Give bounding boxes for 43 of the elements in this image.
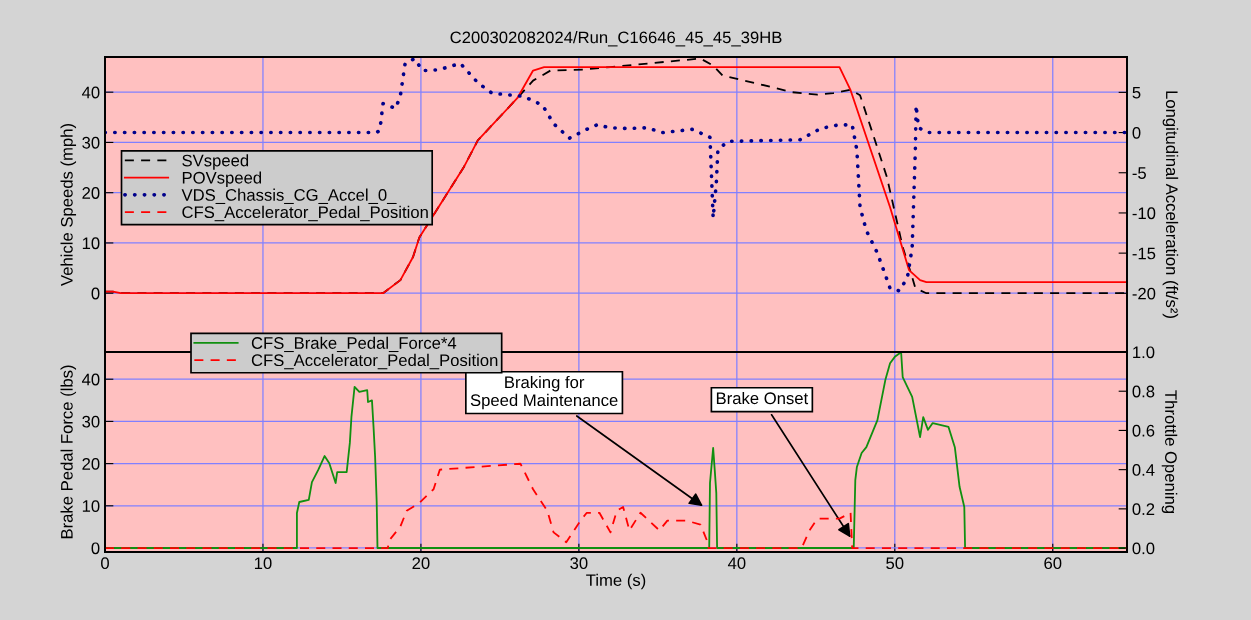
- x-tick-label: 40: [727, 557, 746, 570]
- y-tick-label: 30: [82, 415, 100, 428]
- x-tick-label: 60: [1044, 557, 1062, 570]
- y-tick-label: 40: [81, 86, 100, 99]
- x-tick-label: 20: [412, 557, 430, 570]
- legend-label: VDS_Chassis_CG_Accel_0_: [181, 188, 397, 205]
- y2-tick-label: 5: [1132, 86, 1141, 99]
- y-axis-title: Brake Pedal Force (lbs): [60, 365, 77, 539]
- y2-tick-label: 0.6: [1132, 424, 1155, 437]
- y-tick-label: 10: [82, 500, 100, 512]
- x-tick-label: 30: [570, 557, 588, 570]
- y2-tick-label: 0.2: [1132, 503, 1155, 516]
- y-tick-label: 10: [82, 237, 100, 250]
- y2-tick-label: -20: [1132, 287, 1156, 300]
- y2-tick-label: -15: [1132, 247, 1156, 260]
- y-tick-label: 0: [91, 542, 100, 555]
- chart-title: C200302082024/Run_C16646_45_45_39HB: [450, 31, 782, 47]
- y2-axis-title: Longitudinal Acceleration (ft/s²): [1162, 91, 1179, 318]
- y2-axis-title: Throttle Opening: [1161, 390, 1178, 513]
- y2-tick-label: 0.0: [1132, 542, 1155, 555]
- y2-tick-label: 0.4: [1132, 464, 1155, 476]
- y-tick-label: 40: [81, 373, 100, 386]
- y2-tick-label: -5: [1132, 167, 1146, 179]
- y-tick-label: 30: [82, 136, 100, 149]
- legend-label: SVspeed: [182, 154, 249, 170]
- y2-tick-label: 0: [1132, 126, 1141, 139]
- legend-label: CFS_Accelerator_Pedal_Position: [182, 205, 428, 222]
- y-axis-title: Vehicle Speeds (mph): [60, 124, 77, 286]
- legend-label: CFS_Brake_Pedal_Force*4: [251, 336, 457, 353]
- y-tick-label: 20: [82, 458, 100, 470]
- y2-tick-label: -10: [1132, 207, 1156, 220]
- x-axis-title: Time (s): [586, 573, 646, 590]
- x-tick-label: 0: [101, 557, 109, 570]
- legend-label: CFS_Accelerator_Pedal_Position: [251, 353, 498, 370]
- x-tick-label: 50: [886, 557, 904, 570]
- y-tick-label: 0: [91, 287, 100, 300]
- annotation: Braking for Speed Maintenance: [470, 375, 618, 410]
- y-tick-label: 20: [82, 187, 100, 199]
- legend-label: POVspeed: [182, 171, 262, 187]
- annotation: Brake Onset: [716, 391, 809, 405]
- y2-tick-label: 1.0: [1133, 346, 1155, 359]
- y2-tick-label: 0.8: [1132, 385, 1155, 398]
- x-tick-label: 10: [254, 557, 272, 570]
